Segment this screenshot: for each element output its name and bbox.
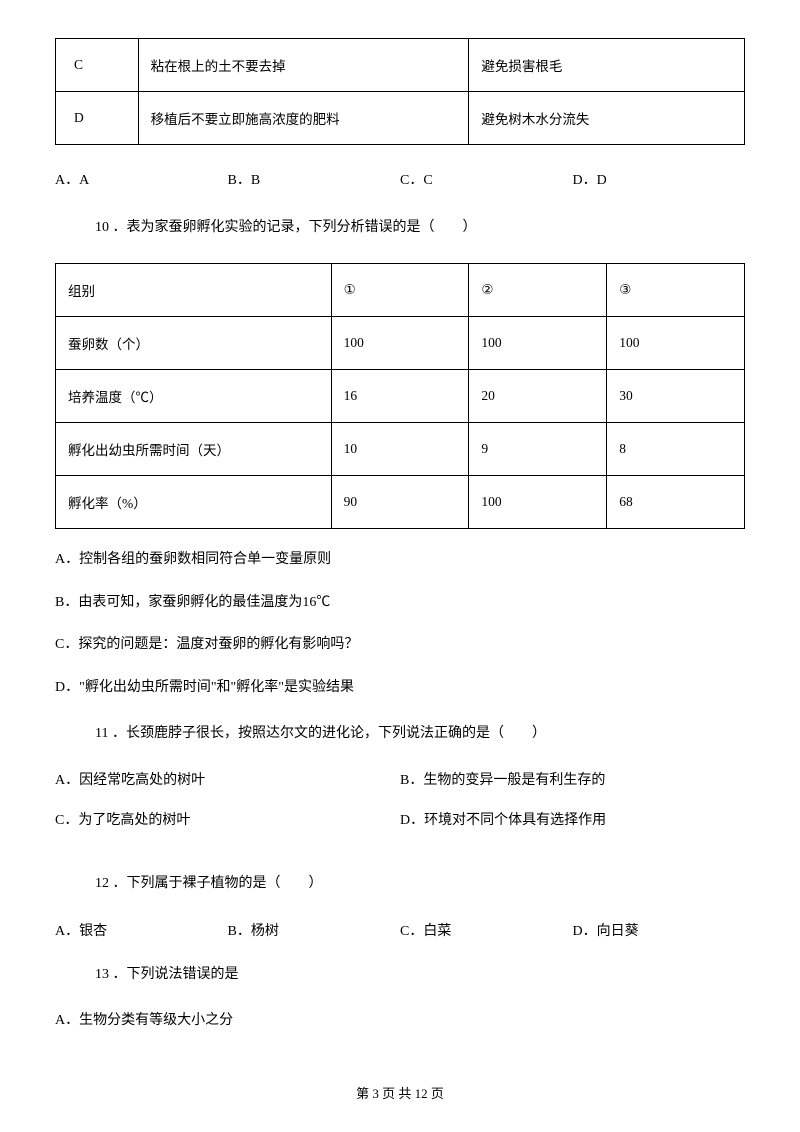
table-row: C 粘在根上的土不要去掉 避免损害根毛 — [56, 39, 745, 92]
option-d: D．向日葵 — [573, 920, 746, 940]
cell-method: 移植后不要立即施高浓度的肥料 — [138, 92, 469, 145]
cell: 30 — [607, 370, 745, 423]
option-a: A．银杏 — [55, 920, 228, 940]
q12-options: A．银杏 B．杨树 C．白菜 D．向日葵 — [55, 920, 745, 940]
q10-option-c: C．探究的问题是：温度对蚕卵的孵化有影响吗？ — [55, 634, 745, 656]
q11-options: A．因经常吃高处的树叶 B．生物的变异一般是有利生存的 C．为了吃高处的树叶 D… — [55, 769, 745, 849]
cell: 蚕卵数（个） — [56, 317, 332, 370]
option-a: A．A — [55, 169, 228, 189]
q11-text: 11 ．长颈鹿脖子很长，按照达尔文的进化论，下列说法正确的是（ ） — [95, 723, 745, 745]
table-row: 组别 ① ② ③ — [56, 264, 745, 317]
cell: 培养温度（℃） — [56, 370, 332, 423]
table-row: D 移植后不要立即施高浓度的肥料 避免树木水分流失 — [56, 92, 745, 145]
table-row: 孵化率（%） 90 100 68 — [56, 476, 745, 529]
cell: 100 — [469, 317, 607, 370]
cell: 孵化出幼虫所需时间（天） — [56, 423, 332, 476]
cell: 孵化率（%） — [56, 476, 332, 529]
option-b: B．生物的变异一般是有利生存的 — [400, 769, 745, 789]
page-footer: 第 3 页 共 12 页 — [0, 1083, 800, 1102]
option-d: D．D — [573, 169, 746, 189]
option-a: A．因经常吃高处的树叶 — [55, 769, 400, 789]
q10-text: 10 ．表为家蚕卵孵化实验的记录，下列分析错误的是（ ） — [95, 217, 745, 239]
cell: 8 — [607, 423, 745, 476]
option-d: D．环境对不同个体具有选择作用 — [400, 809, 745, 829]
cell-label: C — [56, 39, 139, 92]
cell: 100 — [607, 317, 745, 370]
q10-option-a: A．控制各组的蚕卵数相同符合单一变量原则 — [55, 549, 745, 571]
cell: 20 — [469, 370, 607, 423]
option-c: C．为了吃高处的树叶 — [55, 809, 400, 829]
q9-options: A．A B．B C．C D．D — [55, 169, 745, 189]
q10-option-d: D．"孵化出幼虫所需时间"和"孵化率"是实验结果 — [55, 677, 745, 699]
cell: 100 — [469, 476, 607, 529]
table-planting: C 粘在根上的土不要去掉 避免损害根毛 D 移植后不要立即施高浓度的肥料 避免树… — [55, 38, 745, 145]
q10-option-b: B．由表可知，家蚕卵孵化的最佳温度为16℃ — [55, 592, 745, 614]
cell: 10 — [331, 423, 469, 476]
cell-reason: 避免损害根毛 — [469, 39, 745, 92]
cell-label: D — [56, 92, 139, 145]
option-c: C．C — [400, 169, 573, 189]
cell-method: 粘在根上的土不要去掉 — [138, 39, 469, 92]
table-silkworm: 组别 ① ② ③ 蚕卵数（个） 100 100 100 培养温度（℃） 16 2… — [55, 263, 745, 529]
cell: 100 — [331, 317, 469, 370]
cell: 16 — [331, 370, 469, 423]
cell: ① — [331, 264, 469, 317]
table-row: 孵化出幼虫所需时间（天） 10 9 8 — [56, 423, 745, 476]
cell: 组别 — [56, 264, 332, 317]
cell: 90 — [331, 476, 469, 529]
option-b: B．杨树 — [228, 920, 401, 940]
q13-text: 13 ．下列说法错误的是 — [95, 964, 745, 986]
table-row: 培养温度（℃） 16 20 30 — [56, 370, 745, 423]
cell-reason: 避免树木水分流失 — [469, 92, 745, 145]
option-b: B．B — [228, 169, 401, 189]
cell: 68 — [607, 476, 745, 529]
q13-option-a: A．生物分类有等级大小之分 — [55, 1010, 745, 1032]
cell: 9 — [469, 423, 607, 476]
table-row: 蚕卵数（个） 100 100 100 — [56, 317, 745, 370]
option-c: C．白菜 — [400, 920, 573, 940]
q12-text: 12 ．下列属于裸子植物的是（ ） — [95, 873, 745, 895]
cell: ③ — [607, 264, 745, 317]
cell: ② — [469, 264, 607, 317]
